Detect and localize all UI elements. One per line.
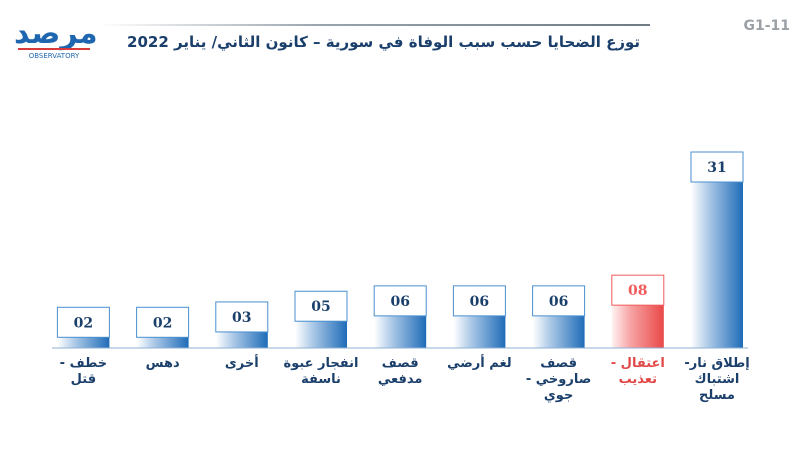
category-label: لغم أرضي bbox=[447, 356, 512, 371]
logo: مرصد OBSERVATORY bbox=[14, 16, 99, 64]
value-box bbox=[294, 290, 348, 322]
value-label: 02 bbox=[74, 315, 93, 331]
category-label: اعتقال - تعذيب bbox=[610, 356, 665, 387]
value-label: 06 bbox=[470, 294, 489, 310]
category-label: أخرى bbox=[224, 356, 259, 371]
value-label: 05 bbox=[311, 299, 330, 315]
bar bbox=[136, 337, 189, 348]
category-label: قصف صاروخي - جوي bbox=[525, 356, 592, 403]
bar bbox=[374, 315, 427, 348]
category-label: قصف مدفعي bbox=[377, 356, 423, 387]
value-box bbox=[136, 306, 190, 338]
bar bbox=[215, 331, 268, 348]
bar bbox=[295, 321, 347, 348]
chart-title: توزع الضحايا حسب سبب الوفاة في سورية – ك… bbox=[127, 33, 640, 51]
figure-code: G1-11 bbox=[743, 18, 790, 34]
category-label: انفجار عبوة ناسفة bbox=[283, 356, 359, 387]
category-label: خطف - قتل bbox=[59, 356, 108, 387]
logo-subtext: OBSERVATORY bbox=[28, 52, 80, 60]
value-label: 06 bbox=[549, 294, 568, 310]
bar bbox=[532, 315, 585, 348]
value-box bbox=[215, 301, 269, 333]
bar bbox=[57, 337, 110, 348]
header-divider bbox=[98, 24, 650, 26]
value-box bbox=[532, 285, 586, 317]
bar bbox=[611, 305, 664, 348]
value-box bbox=[56, 306, 110, 338]
bar bbox=[453, 315, 506, 348]
bar bbox=[691, 182, 743, 348]
value-box bbox=[611, 274, 665, 306]
logo-divider bbox=[18, 48, 90, 50]
value-label: 02 bbox=[153, 315, 172, 331]
value-label: 03 bbox=[232, 310, 251, 326]
category-label: إطلاق نار- اشتباك مسلح bbox=[684, 356, 750, 403]
value-label: 06 bbox=[390, 294, 409, 310]
logo-text: مرصد bbox=[14, 16, 99, 51]
value-box bbox=[373, 285, 427, 317]
value-box bbox=[452, 285, 506, 317]
category-label: دهس bbox=[145, 356, 180, 371]
value-label: 31 bbox=[707, 160, 726, 176]
value-label: 08 bbox=[628, 283, 647, 299]
value-box bbox=[690, 151, 744, 183]
